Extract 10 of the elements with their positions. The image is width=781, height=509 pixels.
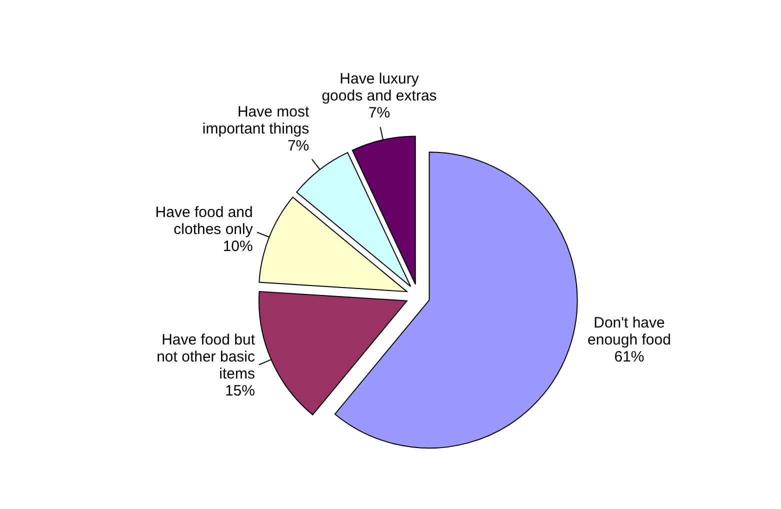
slice-label: Don't have enough food — [588, 314, 671, 349]
data-label: 7% — [368, 104, 390, 122]
slice-label: Have most important things — [202, 104, 310, 138]
slice-label: Have food but not other basic items — [156, 332, 256, 383]
data-label: 15% — [224, 382, 256, 400]
data-label: 10% — [222, 238, 253, 256]
data-label: 7% — [287, 138, 310, 155]
slice-label: Have food and clothes only — [155, 204, 254, 238]
data-label: 61% — [614, 348, 644, 366]
slice-label: Have luxury goods and extras — [322, 70, 437, 105]
